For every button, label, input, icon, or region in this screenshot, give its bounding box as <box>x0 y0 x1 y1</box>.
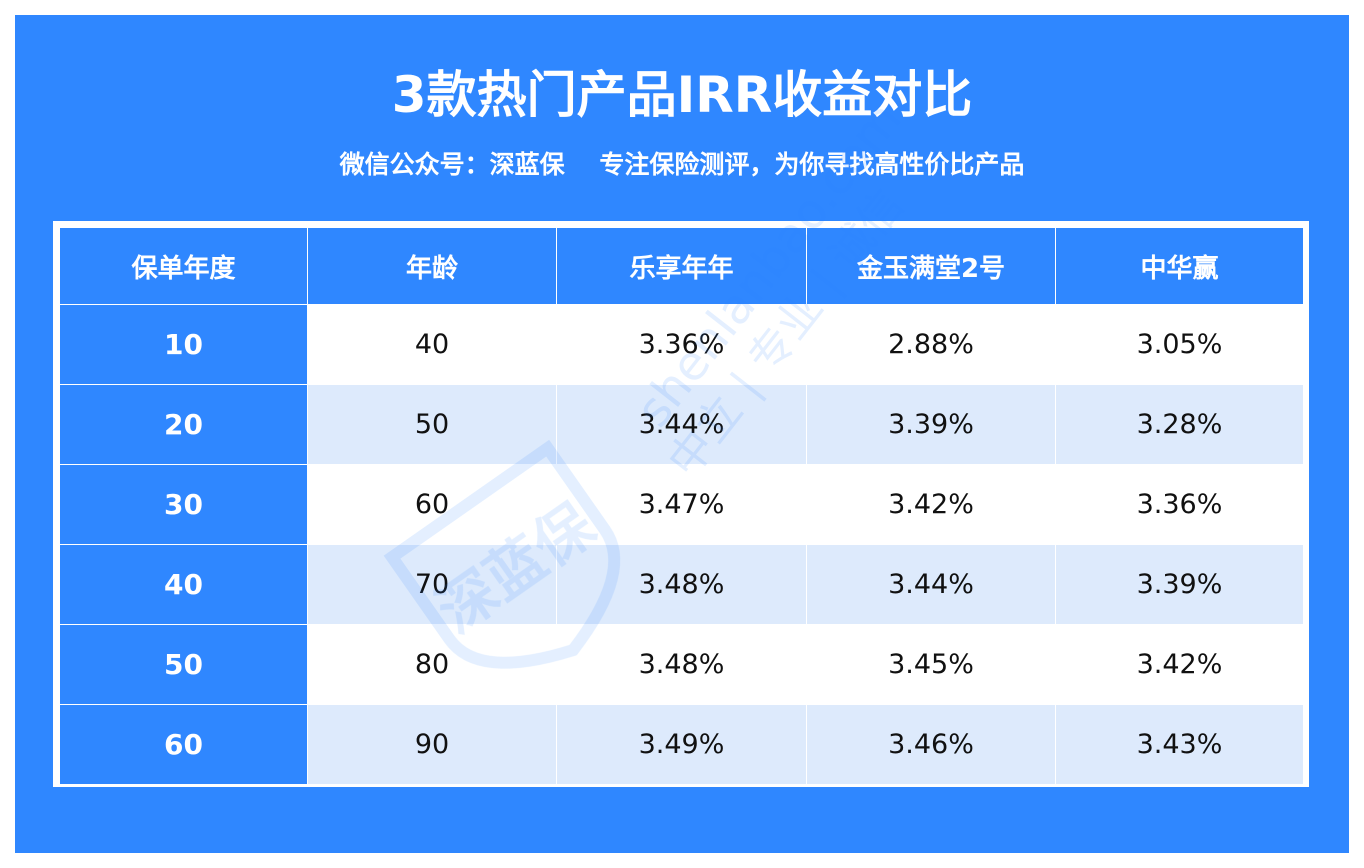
irr-cell: 3.39% <box>1055 544 1304 625</box>
age-cell: 50 <box>307 384 557 465</box>
irr-cell: 3.36% <box>556 304 807 385</box>
policy-year-cell: 10 <box>59 304 308 385</box>
policy-year-cell: 60 <box>59 704 308 785</box>
policy-year-cell: 30 <box>59 464 308 545</box>
irr-cell: 3.05% <box>1055 304 1304 385</box>
column-header-product-3: 中华赢 <box>1055 227 1304 305</box>
column-header-policy-year: 保单年度 <box>59 227 308 305</box>
column-header-product-1: 乐享年年 <box>556 227 807 305</box>
irr-cell: 3.45% <box>806 624 1056 705</box>
table-row: 30 60 3.47% 3.42% 3.36% <box>59 464 1304 545</box>
irr-cell: 3.42% <box>1055 624 1304 705</box>
age-cell: 80 <box>307 624 557 705</box>
age-cell: 90 <box>307 704 557 785</box>
table-row: 50 80 3.48% 3.45% 3.42% <box>59 624 1304 705</box>
column-header-age: 年龄 <box>307 227 557 305</box>
irr-cell: 3.48% <box>556 624 807 705</box>
page-subtitle: 微信公众号：深蓝保 专注保险测评，为你寻找高性价比产品 <box>339 150 1025 179</box>
table-row: 10 40 3.36% 2.88% 3.05% <box>59 304 1304 385</box>
irr-cell: 2.88% <box>806 304 1056 385</box>
irr-cell: 3.49% <box>556 704 807 785</box>
page-title: 3款热门产品IRR收益对比 <box>391 66 973 124</box>
age-cell: 40 <box>307 304 557 385</box>
table-row: 40 70 3.48% 3.44% 3.39% <box>59 544 1304 625</box>
irr-cell: 3.48% <box>556 544 807 625</box>
irr-cell: 3.43% <box>1055 704 1304 785</box>
table-row: 20 50 3.44% 3.39% 3.28% <box>59 384 1304 465</box>
irr-cell: 3.39% <box>806 384 1056 465</box>
irr-cell: 3.28% <box>1055 384 1304 465</box>
policy-year-cell: 50 <box>59 624 308 705</box>
irr-cell: 3.44% <box>556 384 807 465</box>
policy-year-cell: 40 <box>59 544 308 625</box>
age-cell: 70 <box>307 544 557 625</box>
irr-cell: 3.42% <box>806 464 1056 545</box>
irr-cell: 3.44% <box>806 544 1056 625</box>
table-row: 60 90 3.49% 3.46% 3.43% <box>59 704 1304 785</box>
column-header-product-2: 金玉满堂2号 <box>806 227 1056 305</box>
table-header-row: 保单年度 年龄 乐享年年 金玉满堂2号 中华赢 <box>59 227 1304 305</box>
policy-year-cell: 20 <box>59 384 308 465</box>
irr-cell: 3.46% <box>806 704 1056 785</box>
irr-cell: 3.47% <box>556 464 807 545</box>
irr-comparison-table: 保单年度 年龄 乐享年年 金玉满堂2号 中华赢 10 40 3.36% 2.88… <box>59 227 1304 785</box>
irr-cell: 3.36% <box>1055 464 1304 545</box>
age-cell: 60 <box>307 464 557 545</box>
